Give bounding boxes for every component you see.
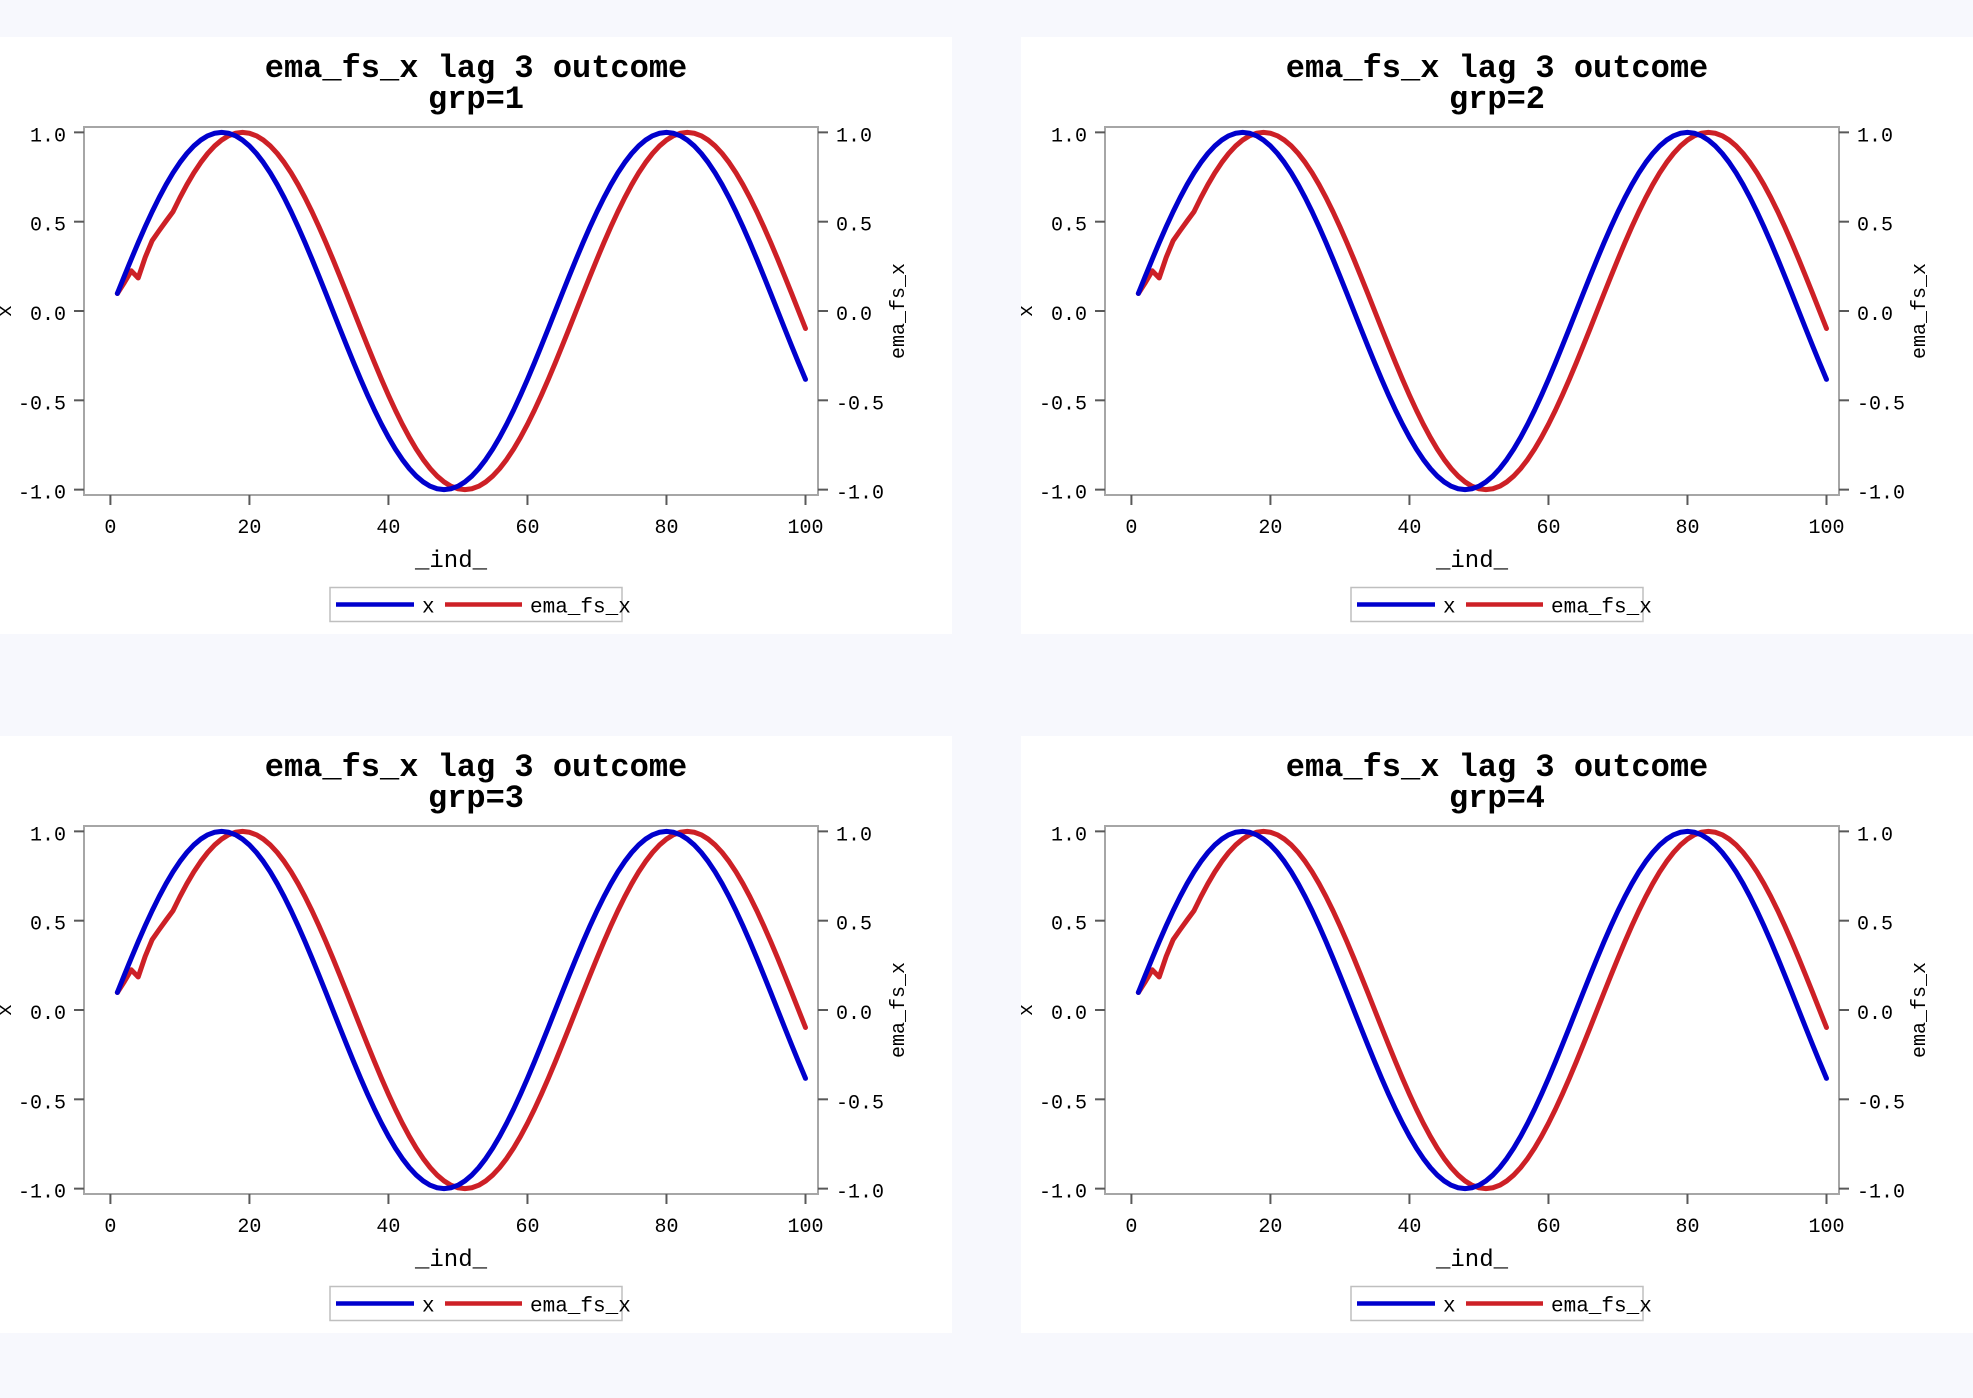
svg-text:1.0: 1.0 [1051,125,1087,148]
svg-text:-0.5: -0.5 [836,1092,884,1115]
svg-text:0.5: 0.5 [836,215,872,238]
svg-text:0: 0 [1125,517,1137,540]
svg-text:0.5: 0.5 [1051,215,1087,238]
svg-text:x: x [1021,305,1039,317]
svg-text:-1.0: -1.0 [1039,483,1087,506]
svg-text:x: x [422,1296,435,1319]
svg-text:ema_fs_x: ema_fs_x [1551,1296,1652,1319]
svg-text:-1.0: -1.0 [18,483,66,506]
svg-text:0.0: 0.0 [836,304,872,327]
svg-text:grp=2: grp=2 [1449,81,1545,118]
svg-text:x: x [1021,1004,1039,1016]
svg-text:20: 20 [1258,517,1282,540]
svg-text:100: 100 [1808,517,1844,540]
svg-text:1.0: 1.0 [1857,824,1893,847]
svg-text:0.5: 0.5 [30,215,66,238]
svg-text:1.0: 1.0 [30,125,66,148]
svg-text:40: 40 [376,1216,400,1239]
svg-text:x: x [1443,597,1456,620]
svg-text:ema_fs_x: ema_fs_x [1551,597,1652,620]
svg-text:-1.0: -1.0 [1857,1182,1905,1205]
svg-text:ema_fs_x: ema_fs_x [530,597,631,620]
svg-text:0: 0 [104,517,116,540]
svg-text:40: 40 [1397,517,1421,540]
svg-text:-0.5: -0.5 [836,393,884,416]
svg-text:60: 60 [515,517,539,540]
svg-text:1.0: 1.0 [836,125,872,148]
svg-text:60: 60 [1536,517,1560,540]
svg-text:0.0: 0.0 [30,1003,66,1026]
svg-text:_ind_: _ind_ [1435,1247,1509,1274]
svg-text:0.0: 0.0 [30,304,66,327]
svg-text:ema_fs_x: ema_fs_x [1909,962,1932,1058]
svg-text:_ind_: _ind_ [1435,548,1509,575]
svg-text:-1.0: -1.0 [1857,483,1905,506]
svg-text:1.0: 1.0 [30,824,66,847]
svg-text:-0.5: -0.5 [18,1092,66,1115]
svg-text:x: x [1443,1296,1456,1319]
svg-text:40: 40 [1397,1216,1421,1239]
svg-text:grp=3: grp=3 [428,780,524,817]
svg-text:0.0: 0.0 [1051,1003,1087,1026]
svg-text:80: 80 [1675,1216,1699,1239]
svg-text:-0.5: -0.5 [1039,1092,1087,1115]
svg-text:0.5: 0.5 [1857,215,1893,238]
svg-text:grp=1: grp=1 [428,81,524,118]
svg-text:1.0: 1.0 [1051,824,1087,847]
svg-text:-0.5: -0.5 [1857,393,1905,416]
svg-text:1.0: 1.0 [1857,125,1893,148]
svg-text:-0.5: -0.5 [18,393,66,416]
svg-text:100: 100 [787,1216,823,1239]
svg-text:0.0: 0.0 [1051,304,1087,327]
svg-text:-0.5: -0.5 [1039,393,1087,416]
svg-text:0.0: 0.0 [1857,1003,1893,1026]
svg-text:x: x [0,305,18,317]
svg-text:100: 100 [1808,1216,1844,1239]
svg-text:0.5: 0.5 [1051,914,1087,937]
svg-text:-1.0: -1.0 [836,483,884,506]
svg-text:1.0: 1.0 [836,824,872,847]
svg-text:0.0: 0.0 [1857,304,1893,327]
svg-text:0.5: 0.5 [1857,914,1893,937]
svg-text:ema_fs_x: ema_fs_x [888,263,911,359]
svg-text:20: 20 [237,1216,261,1239]
svg-text:_ind_: _ind_ [414,548,488,575]
svg-text:-1.0: -1.0 [1039,1182,1087,1205]
svg-text:40: 40 [376,517,400,540]
svg-text:100: 100 [787,517,823,540]
svg-text:grp=4: grp=4 [1449,780,1545,817]
svg-text:-1.0: -1.0 [836,1182,884,1205]
svg-text:80: 80 [654,1216,678,1239]
svg-text:x: x [0,1004,18,1016]
svg-text:80: 80 [654,517,678,540]
svg-text:60: 60 [1536,1216,1560,1239]
svg-text:60: 60 [515,1216,539,1239]
svg-text:0: 0 [1125,1216,1137,1239]
svg-text:ema_fs_x: ema_fs_x [1909,263,1932,359]
svg-text:x: x [422,597,435,620]
svg-text:20: 20 [237,517,261,540]
svg-text:0.5: 0.5 [836,914,872,937]
svg-text:0.0: 0.0 [836,1003,872,1026]
svg-text:-1.0: -1.0 [18,1182,66,1205]
svg-text:ema_fs_x: ema_fs_x [530,1296,631,1319]
svg-text:0.5: 0.5 [30,914,66,937]
svg-text:80: 80 [1675,517,1699,540]
svg-text:20: 20 [1258,1216,1282,1239]
svg-text:0: 0 [104,1216,116,1239]
svg-text:ema_fs_x: ema_fs_x [888,962,911,1058]
svg-text:_ind_: _ind_ [414,1247,488,1274]
svg-text:-0.5: -0.5 [1857,1092,1905,1115]
